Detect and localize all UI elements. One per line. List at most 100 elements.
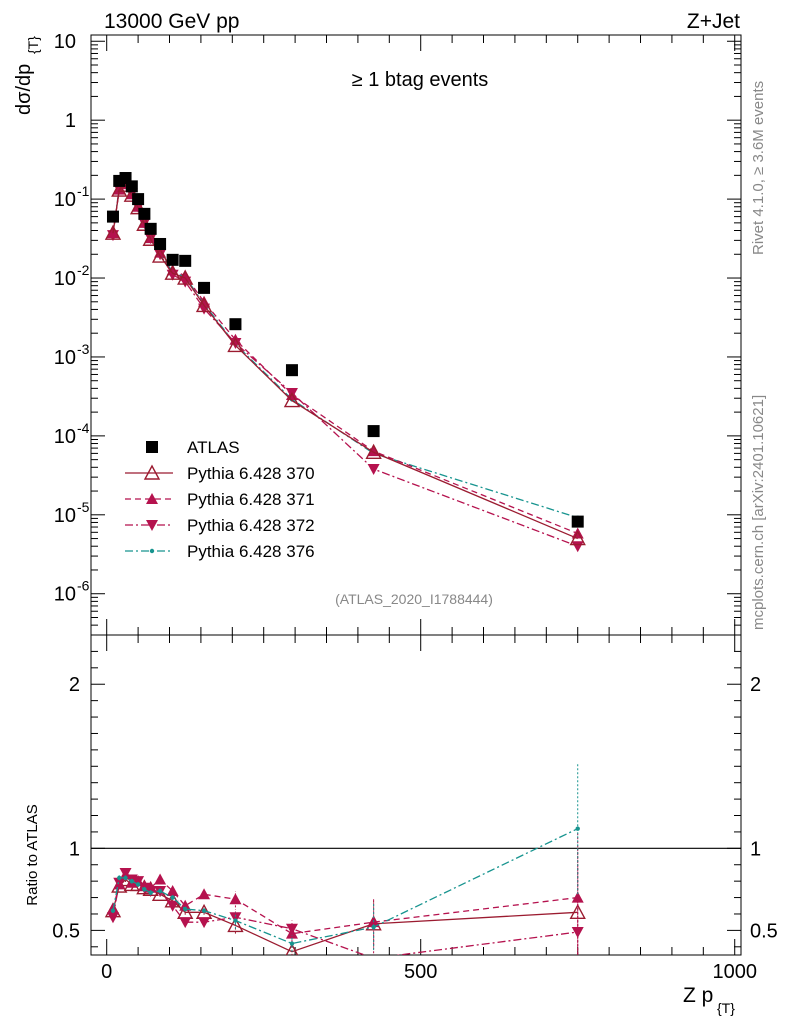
data-point [229,318,242,331]
ratio-line [112,873,578,935]
ratio-point [132,876,145,888]
ratio-point [166,885,179,896]
ratio-point [154,873,167,885]
ratio-point [285,943,299,955]
ratio-point [229,912,242,924]
series-pythia-6-428-371 [106,178,584,539]
main-y-axis-label: dσ/dp {T} [13,36,41,115]
ratio-line [112,878,578,953]
ratio-point [119,867,132,879]
ratio-point [135,882,141,887]
legend-label: ATLAS [187,438,240,457]
ratio-point [227,916,244,933]
ratio-point [183,906,188,912]
data-point [285,364,298,377]
ratio-point [113,877,126,889]
y-tick-label: 10 [54,505,76,527]
legend-item: Pythia 6.428 372 [125,516,315,535]
ratio-series-layer [104,763,586,955]
legend-swatch-marker [146,520,158,531]
ratio-series-pythia-6-428-372 [106,866,584,955]
x-tick-label: 500 [404,961,437,983]
data-point [571,515,584,528]
data-point [571,541,584,553]
analysis-watermark: (ATLAS_2020_I1788444) [335,591,493,607]
data-point [132,193,145,206]
ratio-point [371,924,376,930]
ratio-series-pythia-6-428-376 [110,763,580,952]
ratio-point [575,826,580,831]
x-tick-label: 1000 [712,961,757,983]
series-atlas [106,172,584,528]
ratio-point [142,887,147,892]
data-point [164,264,181,280]
data-point [365,443,382,459]
series-line [112,182,578,547]
series-pythia-6-428-370 [104,176,586,546]
series-line [112,184,578,540]
data-point [195,296,213,313]
y-tick-exponent: -6 [77,578,90,594]
ratio-y-tick-label-right: 0.5 [750,920,778,942]
ratio-point [106,912,119,924]
data-point [151,247,169,263]
ratio-y-tick-label: 0.5 [52,920,80,942]
svg-text:dσ/dp: dσ/dp [13,64,35,115]
y-tick-label: 10 [54,31,76,53]
svg-text:{T}: {T} [717,1000,735,1016]
y-tick-label: 10 [54,189,76,211]
data-point [177,269,194,285]
ratio-point [151,885,169,901]
data-point [179,254,192,267]
y-tick-label: 10 [54,584,76,606]
y-tick-exponent: -3 [77,341,90,357]
process-label: Z+Jet [687,10,740,33]
data-point [367,464,380,476]
data-point [111,181,128,197]
data-point [106,210,119,223]
x-tick-label: 0 [101,961,112,983]
ratio-point [170,895,175,900]
y-tick-exponent: -5 [77,499,90,515]
y-tick-exponent: -1 [77,183,90,199]
ratio-point [198,917,211,929]
ratio-plot-frame [90,634,742,956]
data-point [129,199,147,215]
legend-item: ATLAS [146,438,240,457]
legend-swatch-marker [143,464,161,480]
data-point [227,336,244,353]
svg-text:Z p: Z p [683,984,713,1007]
ratio-point [166,900,179,912]
y-tick-exponent: -4 [77,420,90,436]
ratio-axes: 0 500 1000 0.5 0.5 1 1 2 2 [52,635,778,983]
ratio-y-tick-label-right: 1 [750,838,761,860]
ratio-point [201,908,207,913]
ratio-y-axis-label: Ratio to ATLAS [24,804,41,905]
legend-swatch-marker [146,493,158,504]
series-line [112,183,578,519]
legend: ATLAS Pythia 6.428 370 Pythia 6.428 371 Pyt… [125,438,315,561]
legend-label: Pythia 6.428 372 [187,516,315,535]
ratio-point [148,890,153,895]
mcplots-label: mcplots.cern.ch [arXiv:2401.10621] [750,395,767,630]
ratio-point [117,875,122,881]
y-tick-exponent: -2 [77,262,90,278]
legend-swatch-marker [149,548,155,554]
ratio-point [229,893,242,905]
data-point [367,425,380,438]
legend-label: Pythia 6.428 371 [187,490,315,509]
data-point [166,253,179,266]
ratio-y-tick-label: 2 [69,674,80,696]
ratio-point [289,941,295,946]
ratio-point [285,923,298,935]
main-series-layer [104,172,586,553]
legend-item: Pythia 6.428 370 [125,464,315,483]
data-point [569,530,586,546]
ratio-point [157,888,163,894]
energy-label: 13000 GeV pp [104,10,239,33]
ratio-series-pythia-6-428-371 [106,831,584,955]
ratio-point [179,917,192,929]
legend-label: Pythia 6.428 370 [187,464,315,483]
ratio-point [198,888,211,900]
